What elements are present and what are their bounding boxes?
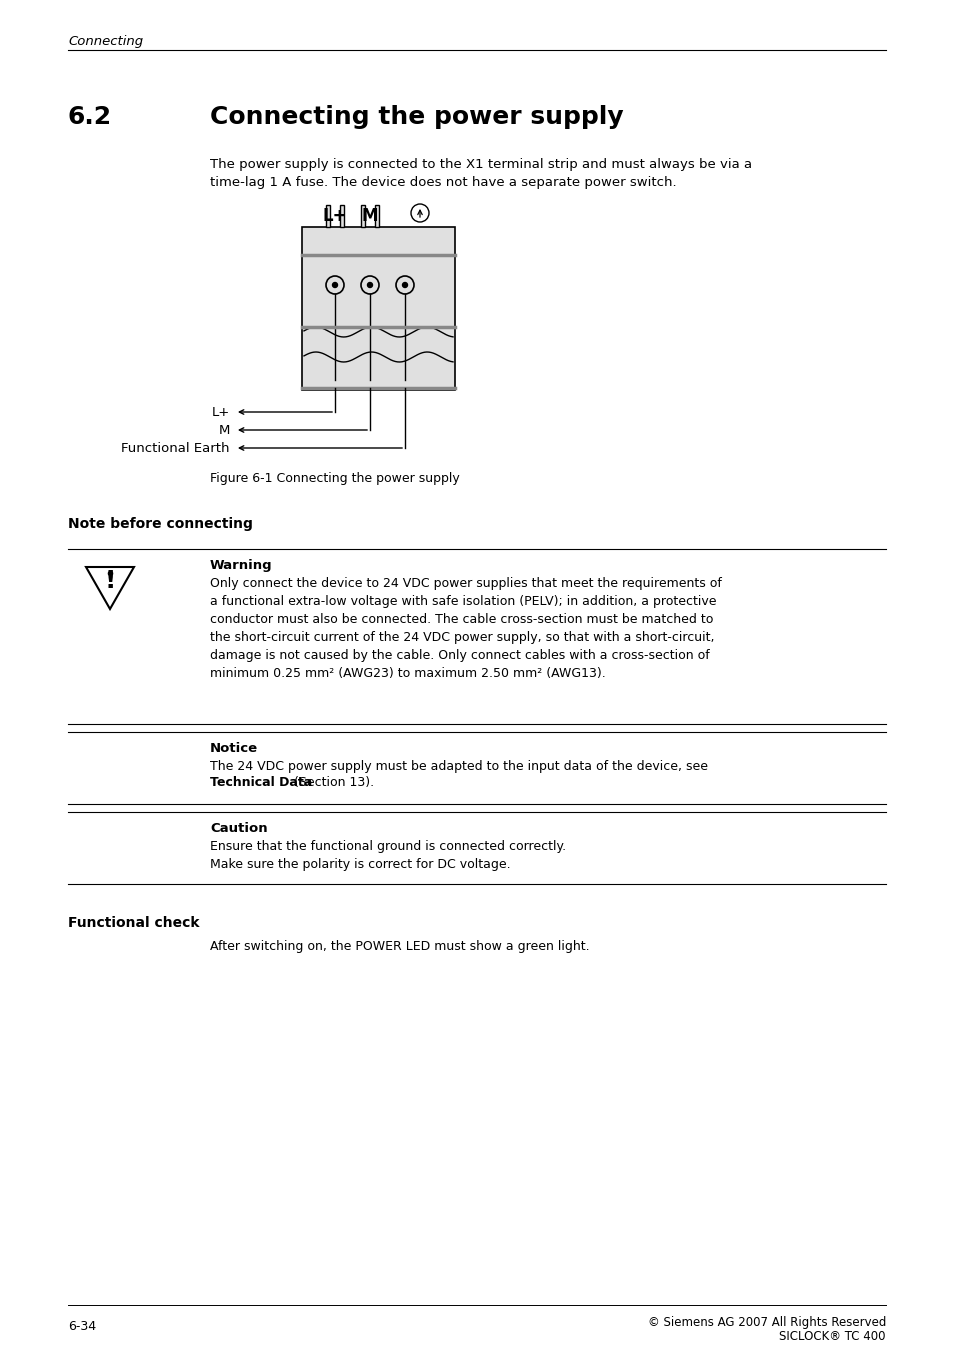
Bar: [302, 227, 455, 390]
Text: © Siemens AG 2007 All Rights Reserved: © Siemens AG 2007 All Rights Reserved: [647, 1316, 885, 1328]
Circle shape: [402, 282, 407, 288]
Text: Make sure the polarity is correct for DC voltage.: Make sure the polarity is correct for DC…: [210, 859, 510, 871]
Text: !: !: [104, 568, 115, 593]
Circle shape: [333, 282, 337, 288]
Text: After switching on, the POWER LED must show a green light.: After switching on, the POWER LED must s…: [210, 940, 589, 953]
Bar: [326, 205, 330, 227]
Text: Warning: Warning: [210, 559, 273, 572]
Text: Technical Data: Technical Data: [210, 776, 312, 788]
Text: Connecting: Connecting: [68, 35, 143, 49]
Text: Functional Earth: Functional Earth: [121, 441, 230, 455]
Text: 6-34: 6-34: [68, 1320, 96, 1332]
Text: The power supply is connected to the X1 terminal strip and must always be via a
: The power supply is connected to the X1 …: [210, 158, 751, 189]
Bar: [375, 205, 378, 227]
Text: Note before connecting: Note before connecting: [68, 517, 253, 531]
Bar: [360, 205, 365, 227]
Text: Ensure that the functional ground is connected correctly.: Ensure that the functional ground is con…: [210, 840, 565, 853]
Text: Only connect the device to 24 VDC power supplies that meet the requirements of
a: Only connect the device to 24 VDC power …: [210, 576, 721, 680]
Text: 6.2: 6.2: [68, 105, 112, 130]
Bar: [339, 205, 344, 227]
Text: Connecting the power supply: Connecting the power supply: [210, 105, 623, 130]
Text: Figure 6-1 Connecting the power supply: Figure 6-1 Connecting the power supply: [210, 472, 459, 485]
Text: Functional check: Functional check: [68, 917, 199, 930]
Text: (Section 13).: (Section 13).: [290, 776, 374, 788]
Text: SICLOCK® TC 400: SICLOCK® TC 400: [779, 1330, 885, 1343]
Text: Caution: Caution: [210, 822, 268, 836]
Text: M: M: [361, 207, 377, 225]
Text: L+: L+: [212, 405, 230, 418]
Text: Notice: Notice: [210, 743, 258, 755]
Text: L+: L+: [322, 207, 347, 225]
Text: M: M: [218, 424, 230, 436]
Text: The 24 VDC power supply must be adapted to the input data of the device, see: The 24 VDC power supply must be adapted …: [210, 760, 707, 774]
Circle shape: [367, 282, 372, 288]
